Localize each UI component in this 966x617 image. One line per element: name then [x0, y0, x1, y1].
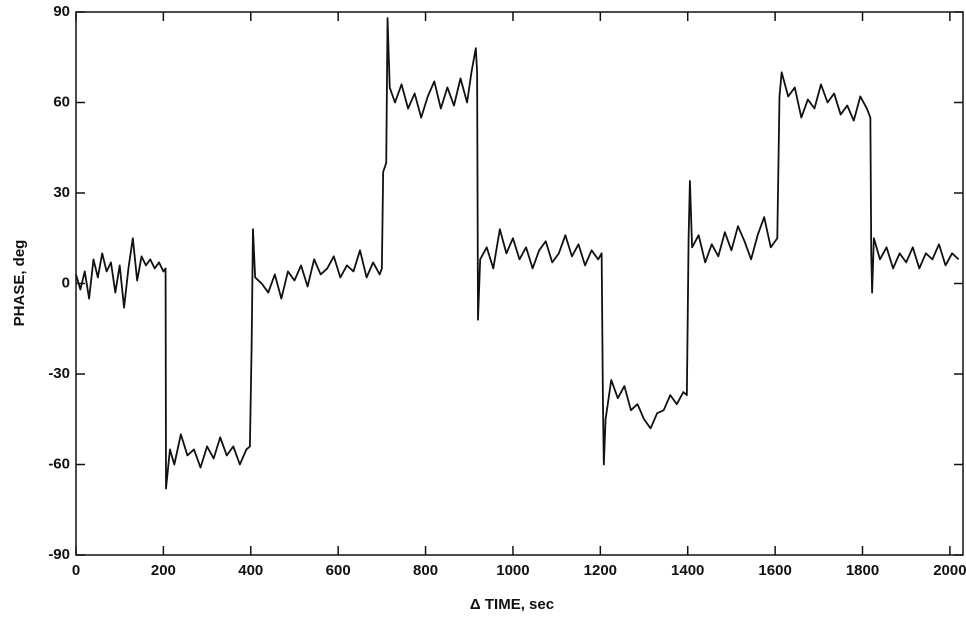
y-tick-label: -30 [48, 365, 70, 382]
x-tick-label: 1600 [758, 562, 791, 579]
y-tick-label: 60 [53, 93, 70, 110]
x-tick-label: 1400 [671, 562, 704, 579]
y-tick-label: 90 [53, 3, 70, 20]
plot-frame [75, 11, 964, 556]
x-tick-label: 2000 [933, 562, 966, 579]
x-tick-label: 600 [326, 562, 351, 579]
x-tick-label: 800 [413, 562, 438, 579]
x-tick-label: 1200 [584, 562, 617, 579]
data-line [75, 17, 960, 490]
x-tick-label: 400 [238, 562, 263, 579]
y-axis-label: PHASE, deg [11, 240, 28, 327]
y-tick-label: -60 [48, 455, 70, 472]
x-tick-label: 0 [72, 562, 80, 579]
x-axis-label: Δ TIME, sec [470, 596, 554, 613]
x-tick-label: 1800 [846, 562, 879, 579]
x-tick-label: 1000 [496, 562, 529, 579]
y-tick-label: 0 [62, 274, 70, 291]
x-tick-label: 200 [151, 562, 176, 579]
y-tick-label: -90 [48, 546, 70, 563]
y-tick-label: 30 [53, 184, 70, 201]
